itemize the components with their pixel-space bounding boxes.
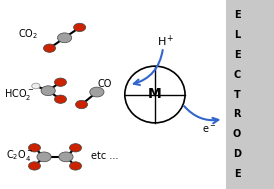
Circle shape [58, 33, 72, 43]
Circle shape [70, 144, 82, 152]
Circle shape [74, 23, 86, 32]
Text: D: D [233, 149, 241, 159]
Text: e$^-$: e$^-$ [202, 124, 217, 135]
Text: R: R [233, 109, 241, 119]
Circle shape [76, 100, 88, 109]
Circle shape [37, 152, 51, 162]
Circle shape [41, 86, 55, 96]
Circle shape [55, 95, 67, 103]
Text: etc ...: etc ... [91, 151, 118, 161]
Circle shape [55, 78, 67, 86]
Text: HCO$_2^-$: HCO$_2^-$ [4, 87, 35, 102]
Circle shape [59, 152, 73, 162]
Text: C$_2$O$_4^-$: C$_2$O$_4^-$ [5, 148, 33, 163]
Circle shape [28, 162, 41, 170]
Text: T: T [234, 90, 240, 99]
Circle shape [28, 144, 41, 152]
Text: H$^+$: H$^+$ [157, 34, 175, 49]
Circle shape [44, 44, 56, 52]
Circle shape [70, 162, 82, 170]
Text: M: M [148, 88, 162, 101]
Text: E: E [234, 169, 240, 179]
Text: E: E [234, 50, 240, 60]
Text: E: E [234, 10, 240, 20]
FancyBboxPatch shape [226, 0, 274, 189]
Text: C: C [233, 70, 241, 80]
Circle shape [32, 83, 40, 89]
Text: CO: CO [97, 79, 112, 89]
Text: O: O [233, 129, 241, 139]
Text: CO$_2$: CO$_2$ [18, 27, 38, 41]
Text: L: L [234, 30, 240, 40]
Circle shape [90, 87, 104, 97]
